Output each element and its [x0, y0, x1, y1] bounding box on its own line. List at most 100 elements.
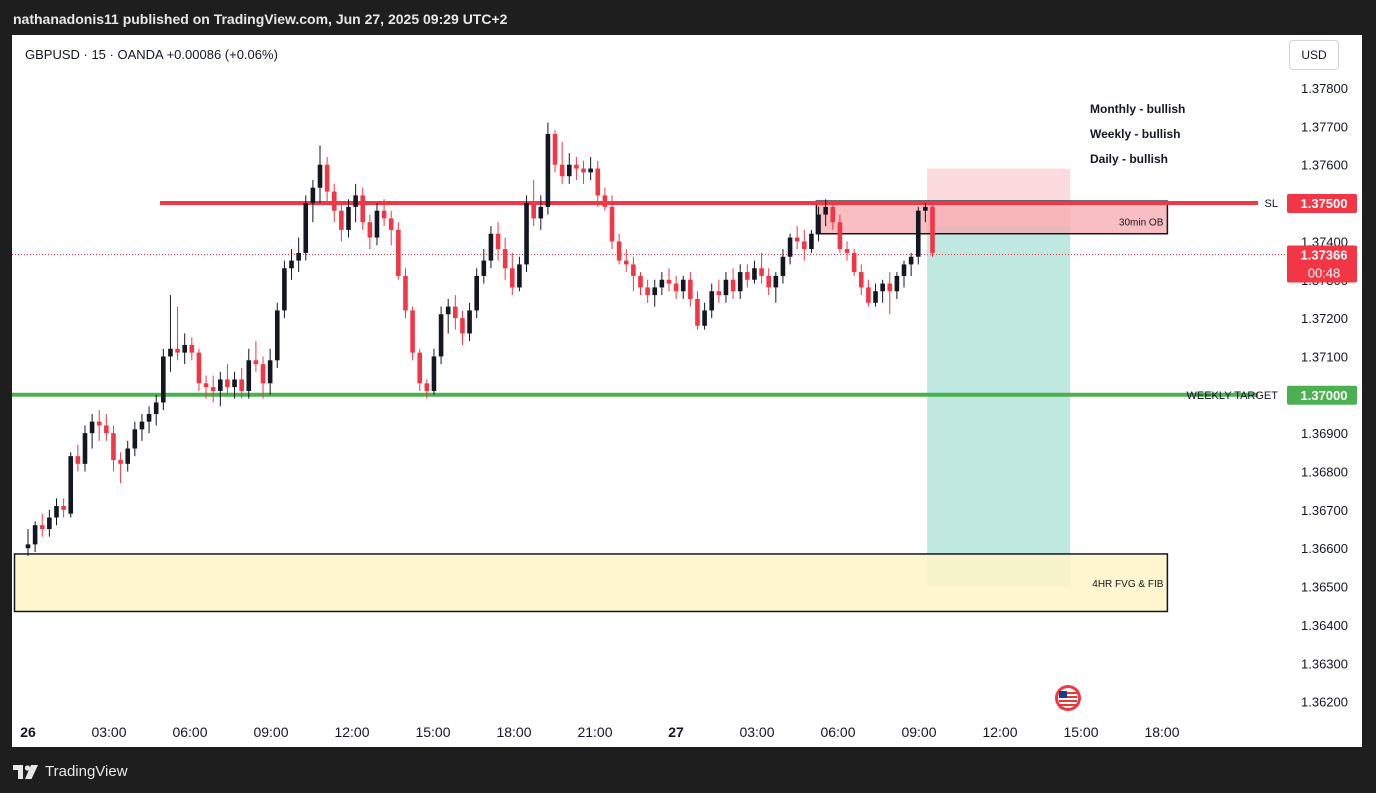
bias-weekly: Weekly - bullish [1090, 127, 1181, 141]
x-tick-label: 06:00 [172, 724, 207, 740]
candle-body [139, 421, 145, 430]
candle-body [602, 195, 608, 207]
candle-body [296, 252, 301, 261]
candle-body [61, 506, 66, 510]
candle-body [609, 206, 615, 242]
candle-body [118, 459, 123, 464]
y-tick-label: 1.36700 [1301, 503, 1348, 518]
candle-body [930, 206, 935, 253]
brand-name: TradingView [45, 763, 128, 780]
candle-body [239, 379, 244, 391]
candle-body [381, 210, 387, 219]
candle-body [880, 283, 885, 292]
candle-body [745, 272, 750, 280]
candle-body [773, 275, 779, 288]
candle-body [524, 203, 529, 265]
x-tick-label: 03:00 [91, 724, 126, 740]
y-tick-label: 1.37200 [1301, 311, 1348, 326]
candle-body [367, 222, 373, 238]
candle-body [538, 206, 544, 219]
candle-body [631, 264, 636, 276]
candle-body [82, 433, 88, 464]
candle-body [68, 456, 74, 514]
candle-body [752, 268, 757, 280]
bias-daily: Daily - bullish [1090, 152, 1169, 166]
current-price-tag: 1.37366 [1301, 247, 1348, 262]
flag-stripe [1059, 692, 1077, 694]
candle-body [887, 283, 893, 292]
y-tick-label: 1.36500 [1301, 580, 1348, 595]
candle-body [851, 252, 857, 273]
publish-info: nathanadonis11 published on TradingView.… [13, 11, 508, 27]
candle-body [125, 448, 131, 464]
candle-body [96, 421, 102, 426]
candle-body [225, 379, 230, 388]
tradingview-logo[interactable]: TradingView [13, 763, 128, 780]
candle-body [574, 164, 579, 169]
candle-body [495, 233, 501, 250]
candle-body [196, 352, 202, 384]
candle-body [666, 279, 672, 284]
candle-body [153, 402, 159, 414]
y-tick-label: 1.36800 [1301, 465, 1348, 480]
candle-body [282, 268, 287, 311]
y-tick-label: 1.36600 [1301, 541, 1348, 556]
candle-body [175, 348, 180, 353]
candle-body [809, 233, 814, 250]
candle-body [431, 356, 437, 391]
candle-body [232, 379, 237, 388]
x-tick-label: 26 [20, 724, 36, 740]
candle-body [517, 264, 522, 288]
x-tick-label: 12:00 [982, 724, 1017, 740]
currency-button[interactable]: USD [1289, 40, 1339, 70]
flag-stripe [1059, 696, 1077, 698]
candle-body [360, 195, 366, 223]
candle-body [616, 241, 622, 261]
tradingview-logo-icon [13, 764, 38, 779]
candle-body [566, 164, 572, 177]
candle-body [545, 134, 551, 207]
candle-body [794, 237, 800, 242]
x-tick-label: 15:00 [1063, 724, 1098, 740]
x-tick-label: 27 [668, 724, 684, 740]
y-tick-label: 1.37800 [1301, 81, 1348, 96]
candle-body [339, 210, 344, 230]
flag-stripe [1059, 700, 1077, 702]
candle-body [588, 168, 593, 173]
symbol-info[interactable]: GBPUSD · 15 · OANDA +0.00086 (+0.06%) [25, 47, 278, 62]
candle-body [104, 425, 109, 434]
candle-body [638, 275, 643, 288]
candle-body [723, 279, 729, 296]
chart-panel[interactable] [12, 35, 1362, 747]
x-tick-label: 21:00 [577, 724, 612, 740]
y-tick-label: 1.37700 [1301, 119, 1348, 134]
candle-body [253, 360, 259, 365]
candle-body [702, 310, 707, 326]
4hr-fvg-zone [13, 553, 1169, 613]
candle-body [645, 287, 650, 296]
flag-canton [1059, 691, 1067, 698]
candle-body [923, 206, 928, 211]
candle-body [410, 310, 415, 353]
candle-body [830, 206, 836, 223]
candle-body [25, 544, 31, 549]
candle-body [816, 214, 821, 234]
candle-body [324, 164, 330, 192]
candle-body [111, 433, 116, 460]
SL-price-tag-bg [1287, 194, 1357, 214]
candle-body [488, 233, 494, 261]
candle-body [474, 275, 479, 311]
x-tick-label: 06:00 [820, 724, 855, 740]
bias-monthly: Monthly - bullish [1090, 102, 1186, 116]
candle-body [246, 360, 252, 391]
candle-body [210, 387, 216, 391]
x-tick-label: 18:00 [496, 724, 531, 740]
candle-body [915, 210, 921, 257]
y-tick-label: 1.36200 [1301, 695, 1348, 710]
candle-body [823, 206, 828, 215]
candle-body [787, 237, 793, 257]
candle-body [289, 260, 294, 269]
candle-body [89, 421, 95, 434]
candle-body [716, 291, 722, 296]
